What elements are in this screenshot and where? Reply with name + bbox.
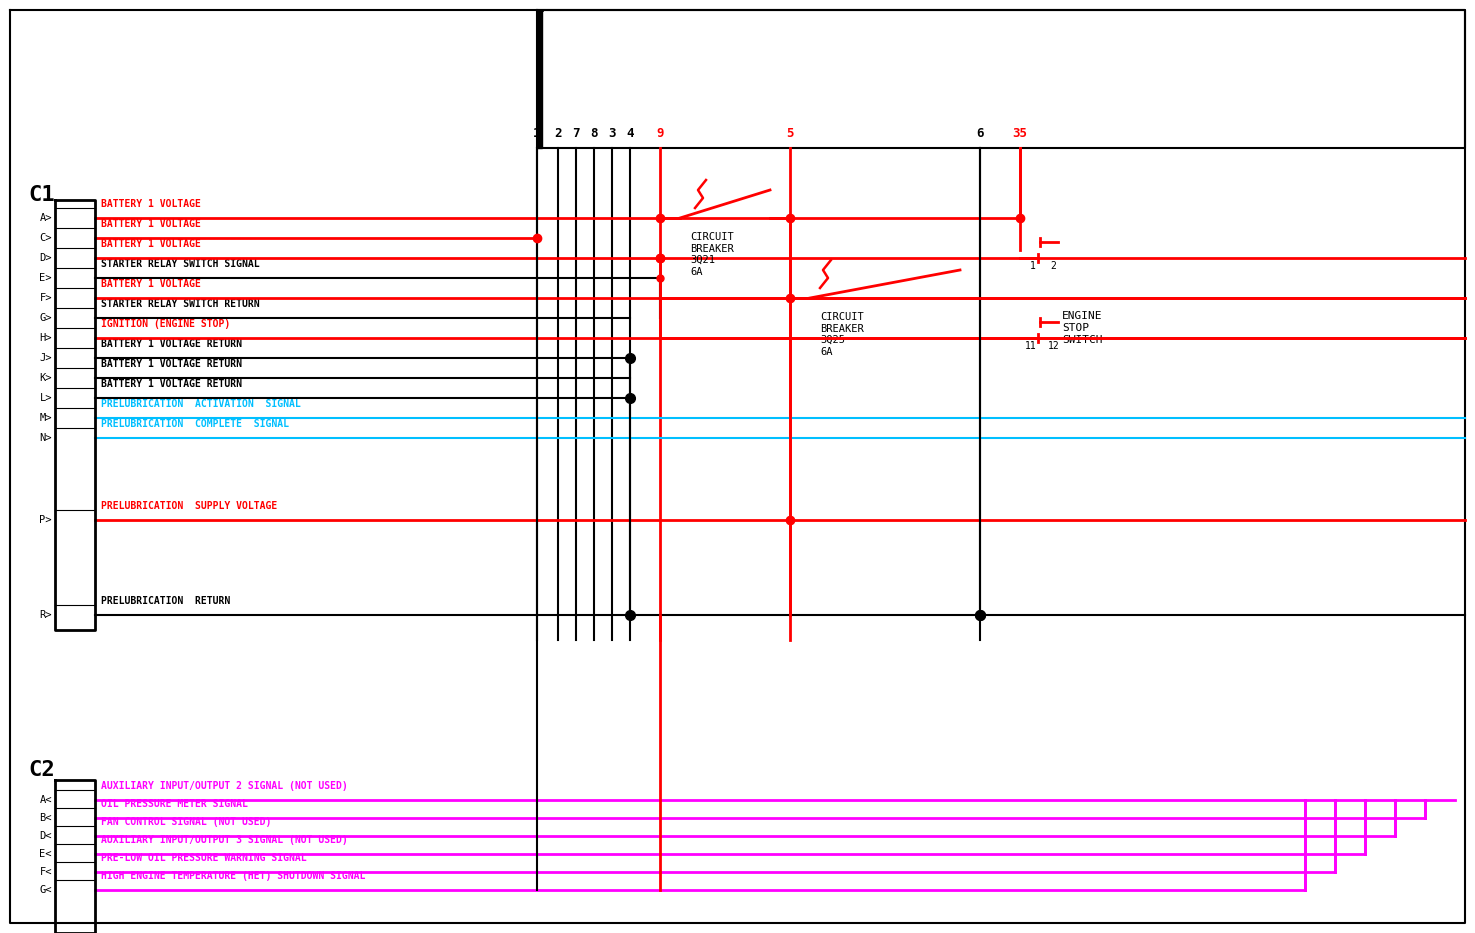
Text: 2: 2	[555, 127, 562, 140]
Text: STARTER RELAY SWITCH SIGNAL: STARTER RELAY SWITCH SIGNAL	[100, 259, 260, 269]
Text: D<: D<	[40, 831, 52, 841]
Text: L>: L>	[40, 393, 52, 403]
Text: STARTER RELAY SWITCH RETURN: STARTER RELAY SWITCH RETURN	[100, 299, 260, 309]
Text: 7: 7	[572, 127, 580, 140]
Polygon shape	[537, 10, 541, 148]
Text: 11: 11	[1025, 341, 1037, 351]
Text: 9: 9	[656, 127, 664, 140]
Text: 6: 6	[976, 127, 984, 140]
Text: 8: 8	[590, 127, 597, 140]
Text: 2: 2	[1050, 261, 1056, 271]
Text: AUXILIARY INPUT/OUTPUT 2 SIGNAL (NOT USED): AUXILIARY INPUT/OUTPUT 2 SIGNAL (NOT USE…	[100, 781, 348, 791]
Text: C1: C1	[28, 185, 55, 205]
Text: BATTERY 1 VOLTAGE: BATTERY 1 VOLTAGE	[100, 199, 201, 209]
Text: OIL PRESSURE METER SIGNAL: OIL PRESSURE METER SIGNAL	[100, 799, 248, 809]
Text: G<: G<	[40, 885, 52, 895]
Text: B<: B<	[40, 813, 52, 823]
Text: BATTERY 1 VOLTAGE RETURN: BATTERY 1 VOLTAGE RETURN	[100, 339, 242, 349]
Text: PRELUBRICATION  RETURN: PRELUBRICATION RETURN	[100, 596, 230, 606]
Text: BATTERY 1 VOLTAGE RETURN: BATTERY 1 VOLTAGE RETURN	[100, 379, 242, 389]
Text: C2: C2	[28, 760, 55, 780]
Text: A<: A<	[40, 795, 52, 805]
Text: R>: R>	[40, 610, 52, 620]
Text: E>: E>	[40, 273, 52, 283]
Text: PRELUBRICATION  COMPLETE  SIGNAL: PRELUBRICATION COMPLETE SIGNAL	[100, 419, 289, 429]
Text: ENGINE
STOP
SWITCH: ENGINE STOP SWITCH	[1062, 312, 1102, 344]
Text: FAN CONTROL SIGNAL (NOT USED): FAN CONTROL SIGNAL (NOT USED)	[100, 817, 271, 827]
Text: E<: E<	[40, 849, 52, 859]
Text: C>: C>	[40, 233, 52, 243]
Text: BATTERY 1 VOLTAGE: BATTERY 1 VOLTAGE	[100, 219, 201, 229]
Text: BATTERY 1 VOLTAGE: BATTERY 1 VOLTAGE	[100, 279, 201, 289]
Text: 4: 4	[627, 127, 634, 140]
Text: PRELUBRICATION  SUPPLY VOLTAGE: PRELUBRICATION SUPPLY VOLTAGE	[100, 501, 277, 511]
Text: 12: 12	[1049, 341, 1059, 351]
Text: CIRCUIT
BREAKER
3Q25
6A: CIRCUIT BREAKER 3Q25 6A	[820, 312, 864, 356]
Text: PRELUBRICATION  ACTIVATION  SIGNAL: PRELUBRICATION ACTIVATION SIGNAL	[100, 399, 301, 409]
Text: K>: K>	[40, 373, 52, 383]
Text: IGNITION (ENGINE STOP): IGNITION (ENGINE STOP)	[100, 319, 230, 329]
Text: 5: 5	[786, 127, 794, 140]
Text: 1: 1	[1030, 261, 1035, 271]
Text: 3: 3	[608, 127, 615, 140]
Text: 35: 35	[1012, 127, 1028, 140]
Text: BATTERY 1 VOLTAGE RETURN: BATTERY 1 VOLTAGE RETURN	[100, 359, 242, 369]
Text: F>: F>	[40, 293, 52, 303]
Text: A>: A>	[40, 213, 52, 223]
Text: AUXILIARY INPUT/OUTPUT 3 SIGNAL (NOT USED): AUXILIARY INPUT/OUTPUT 3 SIGNAL (NOT USE…	[100, 835, 348, 845]
Text: J>: J>	[40, 353, 52, 363]
Text: M>: M>	[40, 413, 52, 423]
Text: H>: H>	[40, 333, 52, 343]
Text: F<: F<	[40, 867, 52, 877]
Text: CIRCUIT
BREAKER
3Q21
6A: CIRCUIT BREAKER 3Q21 6A	[690, 232, 733, 277]
Text: P>: P>	[40, 515, 52, 525]
Text: HIGH ENGINE TEMPERATURE (HET) SHUTDOWN SIGNAL: HIGH ENGINE TEMPERATURE (HET) SHUTDOWN S…	[100, 871, 366, 881]
Text: BATTERY 1 VOLTAGE: BATTERY 1 VOLTAGE	[100, 239, 201, 249]
Text: 1: 1	[534, 127, 541, 140]
Text: PRE-LOW OIL PRESSURE WARNING SIGNAL: PRE-LOW OIL PRESSURE WARNING SIGNAL	[100, 853, 307, 863]
Text: D>: D>	[40, 253, 52, 263]
Text: G>: G>	[40, 313, 52, 323]
Text: N>: N>	[40, 433, 52, 443]
